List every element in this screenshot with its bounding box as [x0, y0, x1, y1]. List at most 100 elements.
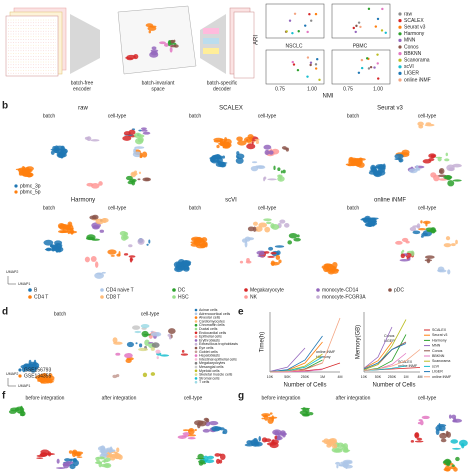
cell-cluster	[141, 151, 148, 158]
cell-cluster	[134, 330, 142, 334]
legend-swatch	[194, 365, 198, 369]
cell-cluster	[65, 461, 74, 465]
cell-cluster	[268, 246, 274, 251]
step-label: space	[151, 86, 165, 92]
method-title: scVI	[225, 198, 237, 204]
plot-title: batch	[347, 205, 359, 211]
legend-label: Alveolar cells	[199, 316, 220, 320]
axis-label: UMAP2	[6, 270, 18, 274]
legend-swatch	[28, 288, 32, 292]
cell-cluster	[415, 165, 419, 169]
cell-cluster	[444, 158, 450, 162]
plot-title: cell-type	[108, 205, 127, 211]
cell-cluster	[137, 178, 141, 181]
legend-swatch	[194, 327, 198, 331]
latent-space	[117, 5, 197, 75]
subplot-frame	[265, 49, 325, 85]
plot-title: batch	[347, 113, 359, 119]
panel-label: e	[238, 307, 244, 318]
cell-cluster	[277, 167, 281, 172]
cell-cluster	[278, 259, 282, 264]
cell-cluster	[437, 269, 447, 273]
score-dot	[367, 67, 371, 70]
cell-cluster	[236, 156, 240, 159]
cell-cluster	[112, 337, 118, 344]
cell-cluster	[101, 460, 109, 463]
cell-cluster	[455, 239, 458, 245]
cell-cluster	[401, 149, 410, 156]
cell-cluster	[269, 412, 273, 415]
cell-cluster	[257, 255, 261, 257]
cell-cluster	[451, 464, 455, 467]
legend-label: LIGER	[432, 370, 443, 374]
cell-cluster	[331, 443, 338, 449]
cell-cluster	[416, 223, 421, 229]
cell-cluster	[368, 219, 372, 225]
legend-swatch	[194, 350, 198, 354]
cell-cluster	[331, 447, 341, 453]
cell-cluster	[218, 459, 223, 464]
cell-cluster	[204, 459, 215, 464]
score-dot	[381, 7, 384, 11]
score-dot	[304, 24, 307, 27]
cell-cluster	[148, 239, 151, 244]
cell-cluster	[222, 142, 232, 148]
cell-cluster	[247, 226, 255, 232]
cell-cluster	[277, 432, 288, 436]
cell-cluster	[277, 176, 285, 182]
cell-cluster	[173, 261, 182, 268]
legend-swatch	[398, 71, 402, 75]
cell-cluster	[250, 166, 259, 172]
cell-cluster	[126, 341, 134, 348]
cell-cluster	[31, 365, 37, 371]
cell-cluster	[119, 231, 127, 236]
cell-cluster	[56, 467, 66, 469]
plot-title: cell-type	[108, 113, 127, 119]
cell-cluster	[302, 414, 310, 417]
cell-cluster	[54, 240, 63, 246]
annotation: LIGER	[384, 339, 395, 343]
score-dot	[291, 31, 294, 35]
cell-cluster	[439, 432, 448, 439]
cell-cluster	[272, 439, 275, 443]
axis-label: Memory(GB)	[356, 325, 362, 359]
legend-label: Myeloid cells	[199, 369, 220, 373]
cell-cluster	[424, 123, 435, 127]
cell-cluster	[222, 155, 226, 159]
cell-cluster	[378, 164, 386, 170]
plot-title: batch	[43, 205, 55, 211]
cell-cluster	[137, 136, 144, 143]
legend-swatch	[194, 308, 198, 312]
cell-cluster	[448, 414, 452, 419]
legend-swatch	[18, 368, 22, 372]
legend-swatch	[194, 312, 198, 316]
cell-cluster	[60, 149, 68, 155]
cell-cluster	[216, 144, 220, 149]
cell-cluster	[256, 250, 266, 255]
cell-cluster	[159, 41, 166, 45]
step-label: decoder	[213, 86, 231, 92]
cell-cluster	[181, 349, 185, 353]
cell-cluster	[274, 435, 278, 440]
legend-label: Mesangial cells	[199, 365, 224, 369]
cell-cluster	[150, 49, 159, 53]
plot-title: cell-type	[184, 395, 203, 401]
cell-cluster	[452, 419, 458, 423]
cell-cluster	[95, 456, 100, 461]
cell-cluster	[266, 442, 277, 446]
cell-cluster	[253, 226, 257, 232]
legend-swatch	[398, 52, 402, 56]
legend-label: Harmony	[432, 338, 447, 342]
cell-cluster	[170, 44, 177, 48]
cell-cluster	[137, 238, 145, 245]
cell-cluster	[414, 440, 424, 443]
cell-cluster	[168, 335, 172, 340]
cell-cluster	[275, 254, 281, 260]
legend-swatch	[316, 288, 320, 292]
cell-cluster	[443, 243, 452, 248]
cell-cluster	[270, 260, 275, 267]
cell-cluster	[125, 175, 133, 181]
cell-cluster	[22, 169, 31, 175]
axis-label: NMI	[323, 94, 334, 100]
cell-cluster	[293, 237, 301, 242]
